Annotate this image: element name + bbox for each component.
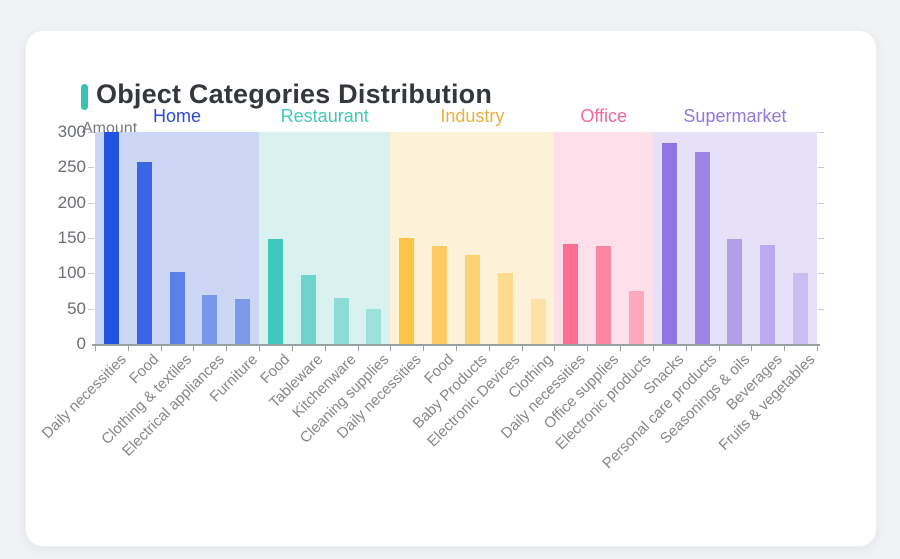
x-axis-tick bbox=[751, 345, 753, 351]
x-axis-tick bbox=[423, 345, 425, 351]
x-axis-tick bbox=[817, 345, 818, 351]
x-axis-tick bbox=[587, 345, 589, 351]
x-axis-tick bbox=[620, 345, 622, 351]
bar-electronic-products[interactable] bbox=[629, 291, 644, 344]
x-axis-tick bbox=[488, 345, 490, 351]
bar-baby-products[interactable] bbox=[464, 254, 480, 344]
bar-daily-necessities[interactable] bbox=[399, 238, 415, 344]
group-label-supermarket: Supermarket bbox=[683, 106, 787, 126]
bar-tableware[interactable] bbox=[300, 275, 316, 344]
bar-clothing[interactable] bbox=[530, 298, 546, 344]
bar-personal-care-products[interactable] bbox=[694, 151, 710, 344]
x-axis-tick bbox=[95, 345, 96, 351]
x-axis-tick bbox=[685, 345, 687, 351]
x-axis-tick bbox=[784, 345, 786, 351]
bar-seasonings-oils[interactable] bbox=[727, 239, 743, 344]
y-axis-tick-mark-right bbox=[818, 273, 824, 275]
x-axis-tick bbox=[718, 345, 720, 351]
x-axis-tick bbox=[554, 345, 556, 351]
x-axis-line bbox=[92, 344, 820, 346]
group-label-restaurant: Restaurant bbox=[280, 106, 369, 126]
group-label-home: Home bbox=[153, 106, 202, 126]
y-axis-tick-mark-left bbox=[88, 167, 94, 169]
x-axis-tick bbox=[193, 345, 195, 351]
x-axis-tick bbox=[226, 345, 228, 351]
group-label-industry: Industry bbox=[440, 106, 505, 126]
y-axis-tick-mark-left bbox=[88, 202, 94, 204]
bar-electronic-devices[interactable] bbox=[497, 273, 513, 344]
x-axis-tick bbox=[456, 345, 457, 351]
x-axis-tick bbox=[259, 345, 261, 351]
y-tick-label: 150 bbox=[57, 228, 86, 247]
y-tick-label: 200 bbox=[57, 192, 86, 212]
y-axis-tick-mark-left bbox=[88, 273, 94, 275]
x-axis-tick bbox=[160, 345, 162, 351]
x-axis-tick bbox=[521, 345, 523, 351]
bar-snacks[interactable] bbox=[661, 142, 677, 344]
bar-daily-necessities[interactable] bbox=[563, 243, 579, 344]
bar-cleaning-supplies[interactable] bbox=[366, 308, 382, 344]
y-axis-tick-mark-right bbox=[818, 238, 824, 239]
x-axis-tick bbox=[390, 345, 392, 351]
y-tick-label: 250 bbox=[57, 157, 86, 177]
title-accent-bar bbox=[81, 84, 88, 110]
group-label-office: Office bbox=[580, 106, 628, 126]
y-axis-tick-mark-right bbox=[818, 308, 824, 310]
x-axis-tick bbox=[357, 345, 359, 351]
bar-kitchenware[interactable] bbox=[333, 298, 349, 344]
page-title: Object Categories Distribution bbox=[96, 79, 493, 109]
bar-furniture[interactable] bbox=[235, 298, 251, 344]
bar-office-supplies[interactable] bbox=[596, 246, 612, 344]
bar-clothing-textiles[interactable] bbox=[169, 271, 185, 344]
bar-food[interactable] bbox=[268, 239, 283, 344]
y-axis-tick-mark-left bbox=[88, 132, 94, 133]
x-axis-tick bbox=[291, 345, 293, 351]
x-axis-tick bbox=[324, 345, 326, 351]
y-tick-label: 100 bbox=[57, 263, 86, 283]
y-axis-tick-mark-right bbox=[818, 202, 824, 204]
x-axis-tick bbox=[652, 345, 654, 351]
y-axis-tick-mark-right bbox=[818, 167, 824, 169]
y-tick-label: 50 bbox=[67, 298, 86, 318]
y-tick-label: 300 bbox=[57, 122, 86, 141]
bar-daily-necessities[interactable] bbox=[103, 132, 119, 344]
bar-food[interactable] bbox=[432, 246, 448, 344]
bar-fruits-vegetables[interactable] bbox=[793, 272, 809, 344]
y-axis-tick-mark-left bbox=[88, 308, 94, 310]
bar-electrical-appliances[interactable] bbox=[202, 295, 218, 344]
bar-beverages[interactable] bbox=[760, 245, 776, 344]
bar-food[interactable] bbox=[136, 161, 152, 344]
y-tick-label: 0 bbox=[76, 334, 86, 353]
y-axis-tick-mark-left bbox=[88, 238, 94, 239]
y-axis-tick-mark-right bbox=[818, 132, 824, 133]
x-axis-tick bbox=[127, 345, 129, 351]
